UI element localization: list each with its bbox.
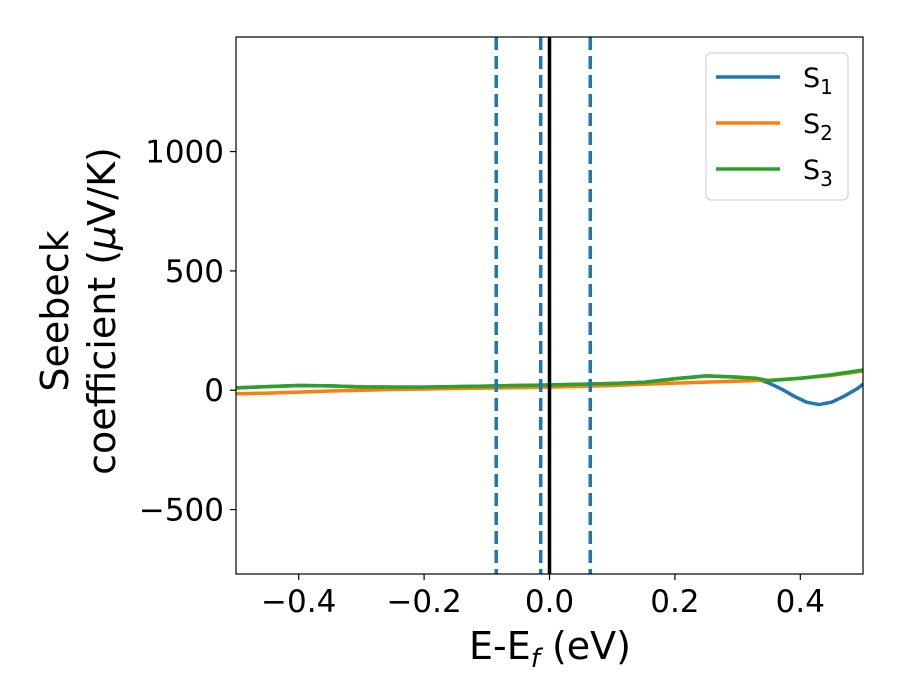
legend-label-s2: S2 (803, 109, 833, 145)
y-tick-label: 500 (165, 254, 224, 290)
x-tick-label: 0.2 (650, 584, 699, 620)
y-axis-label: Seebeck coefficient (μV/K) (33, 147, 124, 475)
legend: S1 S2 S3 (705, 52, 849, 201)
y-axis-label-text: coefficient ( (80, 250, 124, 475)
x-tick-label: −0.2 (386, 584, 461, 620)
y-axis-label-unit: V/K) (80, 147, 124, 226)
y-tick-label: 0 (204, 373, 224, 409)
x-axis-label: E-Ef (eV) (469, 624, 631, 674)
x-tick-label: −0.4 (261, 584, 336, 620)
x-axis-label-main: E-E (469, 624, 531, 668)
y-axis-label-mu: μ (80, 226, 124, 251)
y-tick-label: −500 (139, 493, 224, 529)
reference-lines (494, 37, 593, 574)
x-tick-label: 0.4 (776, 584, 825, 620)
series-line-s3 (236, 368, 863, 390)
legend-box (705, 52, 849, 201)
y-axis-label-line1: Seebeck (33, 230, 77, 391)
x-axis-ticks: −0.4 −0.2 0.0 0.2 0.4 (261, 574, 825, 620)
y-axis-ticks: −500 0 500 1000 (139, 135, 236, 529)
legend-label-s3: S3 (803, 155, 833, 191)
y-axis-label-line2: coefficient (μV/K) (80, 147, 124, 475)
y-tick-label: 1000 (145, 135, 224, 171)
x-axis-label-unit: (eV) (540, 624, 631, 668)
x-tick-label: 0.0 (525, 584, 574, 620)
legend-label-s1: S1 (803, 63, 833, 99)
